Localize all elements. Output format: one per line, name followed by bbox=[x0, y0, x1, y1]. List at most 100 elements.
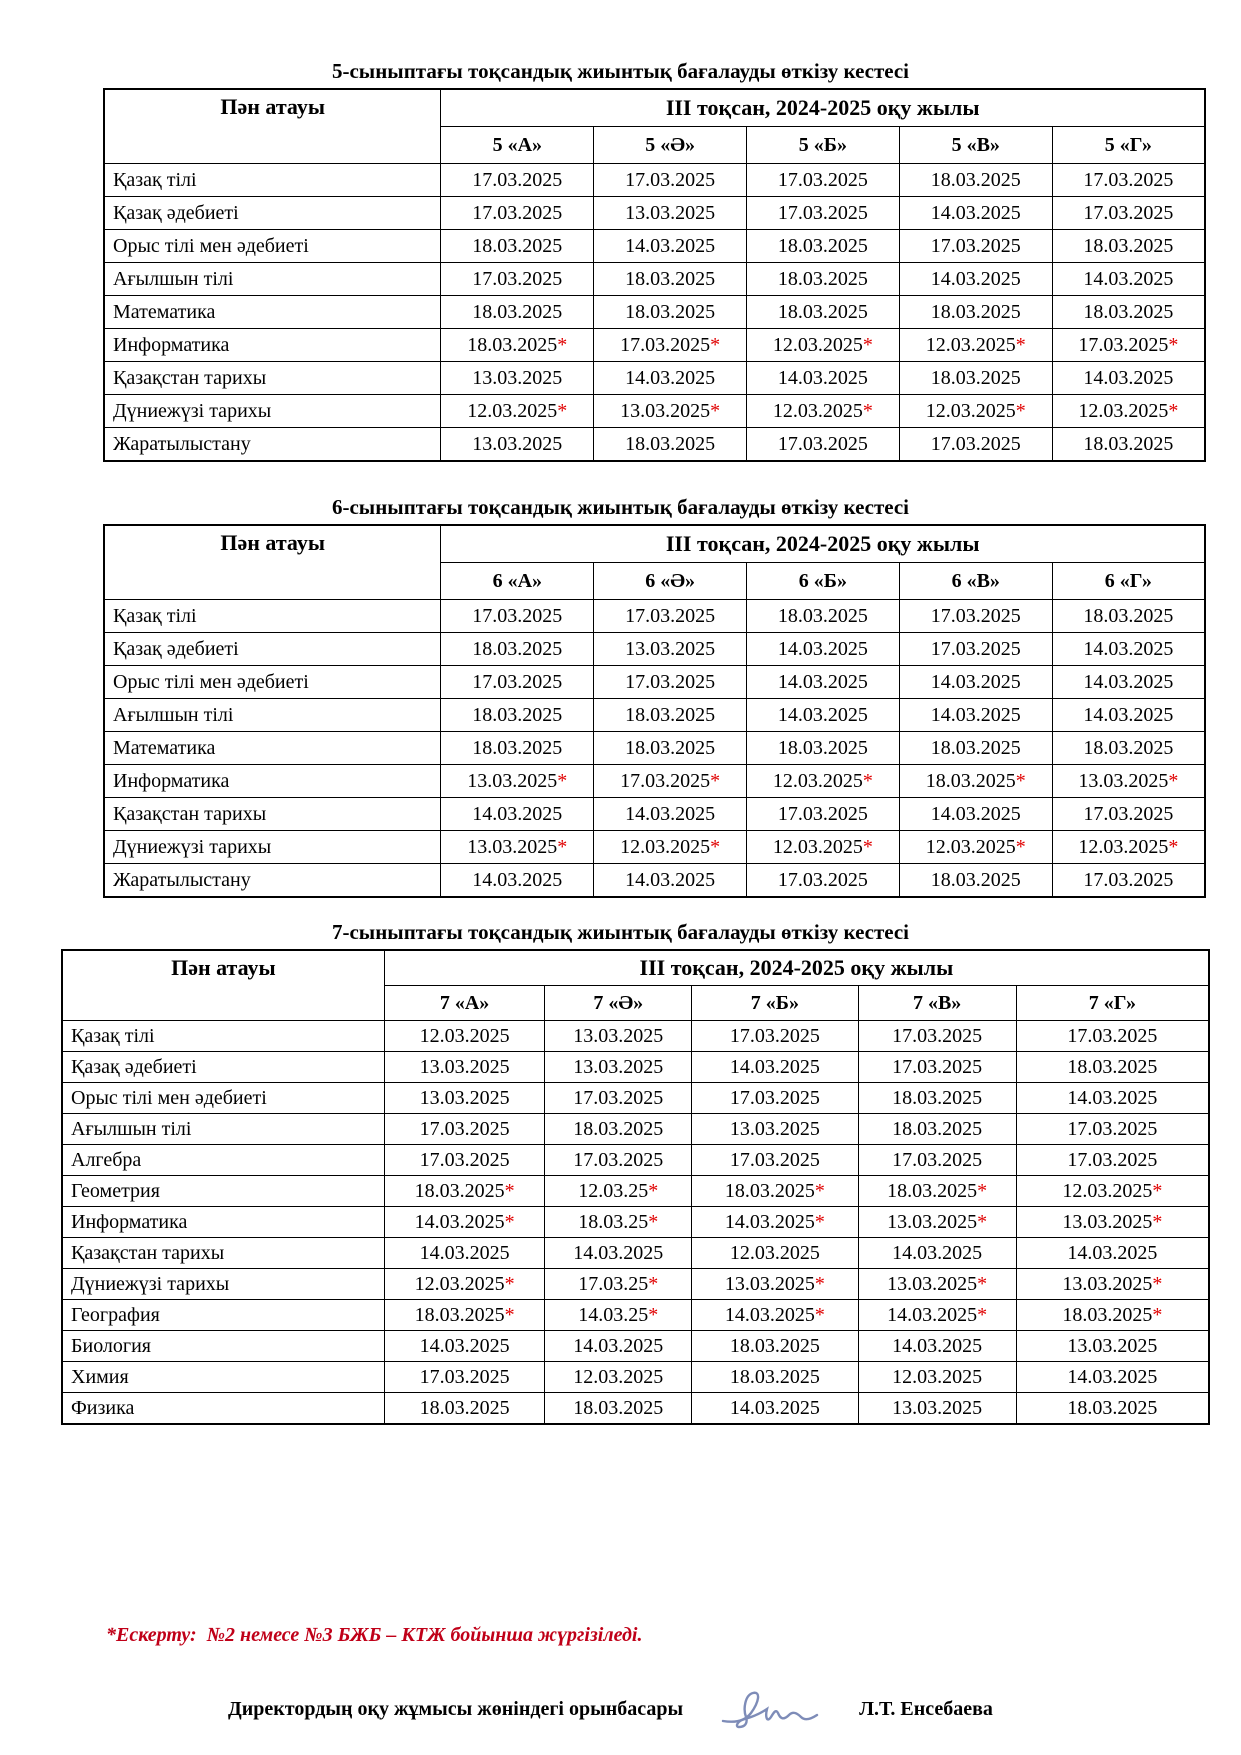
subject-cell: Жаратылыстану bbox=[103, 863, 442, 898]
date-cell: 14.03.25* bbox=[544, 1299, 693, 1331]
date-cell: 13.03.2025 bbox=[383, 1051, 546, 1083]
date-cell: 17.03.2025 bbox=[593, 665, 748, 699]
table-row: Қазақ әдебиеті 17.03.2025 13.03.2025 17.03.… bbox=[103, 196, 1206, 230]
subject-cell: Информатика bbox=[103, 764, 442, 798]
table-row: Информатика 13.03.2025* 17.03.2025* 12.03.2… bbox=[103, 764, 1206, 798]
date-cell: 17.03.2025 bbox=[544, 1144, 693, 1176]
date-cell: 18.03.2025 bbox=[898, 361, 1053, 395]
date-cell: 17.03.2025 bbox=[746, 163, 900, 197]
date-cell: 18.03.2025 bbox=[440, 229, 595, 263]
class-header: 6 «Б» bbox=[746, 562, 900, 600]
subject-cell: Дүниежүзі тарихы bbox=[103, 394, 442, 428]
subject-cell: Орыс тілі мен әдебиеті bbox=[61, 1082, 385, 1114]
date-cell: 14.03.2025 bbox=[746, 632, 900, 666]
date-cell: 14.03.2025 bbox=[544, 1330, 693, 1362]
date-cell: 13.03.2025* bbox=[440, 764, 595, 798]
date-cell: 12.03.2025 bbox=[383, 1020, 546, 1052]
date-cell: 17.03.2025 bbox=[440, 665, 595, 699]
date-cell: 14.03.2025 bbox=[544, 1237, 693, 1269]
class-header: 5 «А» bbox=[440, 126, 595, 164]
subject-cell: Математика bbox=[103, 731, 442, 765]
subject-cell: Биология bbox=[61, 1330, 385, 1362]
subject-cell: Информатика bbox=[61, 1206, 385, 1238]
subject-cell: Жаратылыстану bbox=[103, 427, 442, 462]
date-cell: 14.03.2025 bbox=[383, 1237, 546, 1269]
class-header: 7 «В» bbox=[857, 985, 1017, 1021]
date-cell: 13.03.2025* bbox=[1051, 764, 1206, 798]
date-cell: 13.03.2025* bbox=[1015, 1268, 1210, 1300]
date-cell: 14.03.2025 bbox=[898, 698, 1053, 732]
footnote-asterisk: * bbox=[648, 1303, 659, 1326]
date-cell: 12.03.2025* bbox=[746, 394, 900, 428]
class-header: 7 «А» bbox=[383, 985, 546, 1021]
date-cell: 17.03.2025* bbox=[593, 764, 748, 798]
table-row: Геометрия 18.03.2025* 12.03.25* 18.03.2025*… bbox=[61, 1175, 1210, 1207]
date-cell: 14.03.2025 bbox=[593, 229, 748, 263]
date-cell: 17.03.2025 bbox=[383, 1113, 546, 1145]
date-cell: 18.03.2025 bbox=[383, 1392, 546, 1425]
date-cell: 13.03.2025 bbox=[544, 1020, 693, 1052]
footnote-asterisk: * bbox=[1152, 1272, 1163, 1295]
date-cell: 18.03.2025 bbox=[898, 295, 1053, 329]
table-row: Қазақстан тарихы 13.03.2025 14.03.2025 14.0… bbox=[103, 361, 1206, 395]
date-cell: 18.03.2025 bbox=[440, 295, 595, 329]
date-cell: 17.03.2025 bbox=[1015, 1020, 1210, 1052]
date-cell: 13.03.2025* bbox=[691, 1268, 859, 1300]
class-header: 5 «Г» bbox=[1051, 126, 1206, 164]
date-cell: 13.03.2025 bbox=[691, 1113, 859, 1145]
date-cell: 17.03.2025 bbox=[440, 262, 595, 296]
signature-image bbox=[721, 1691, 819, 1729]
footnote-asterisk: * bbox=[1015, 769, 1026, 792]
subject-cell: Орыс тілі мен әдебиеті bbox=[103, 665, 442, 699]
footnote-asterisk: * bbox=[1168, 769, 1179, 792]
date-cell: 17.03.2025 bbox=[746, 863, 900, 898]
date-cell: 17.03.2025 bbox=[440, 599, 595, 633]
date-cell: 18.03.2025 bbox=[1051, 229, 1206, 263]
date-cell: 17.03.2025 bbox=[691, 1020, 859, 1052]
table-title-grade-7: 7-сыныптағы тоқсандық жиынтық бағалауды … bbox=[331, 920, 910, 944]
date-cell: 14.03.2025* bbox=[383, 1206, 546, 1238]
date-cell: 18.03.2025 bbox=[440, 698, 595, 732]
footnote-asterisk: * bbox=[504, 1303, 515, 1326]
date-cell: 18.03.2025 bbox=[898, 731, 1053, 765]
date-cell: 18.03.2025 bbox=[746, 295, 900, 329]
date-cell: 18.03.2025* bbox=[440, 328, 595, 362]
date-cell: 13.03.2025* bbox=[440, 830, 595, 864]
date-cell: 17.03.2025 bbox=[1015, 1144, 1210, 1176]
date-cell: 13.03.2025 bbox=[593, 632, 748, 666]
date-cell: 18.03.2025* bbox=[383, 1299, 546, 1331]
footnote-asterisk: * bbox=[977, 1210, 988, 1233]
table-row: География 18.03.2025* 14.03.25* 14.03.2025*… bbox=[61, 1299, 1210, 1331]
date-cell: 18.03.2025* bbox=[691, 1175, 859, 1207]
subject-cell: Дүниежүзі тарихы bbox=[61, 1268, 385, 1300]
subject-cell: Дүниежүзі тарихы bbox=[103, 830, 442, 864]
grade-5-schedule-block: 5-сыныптағы тоқсандық жиынтық бағалауды … bbox=[0, 58, 1241, 462]
footnote: *Ескерту: №2 немесе №3 БЖБ – КТЖ бойынша… bbox=[106, 1624, 643, 1646]
table-row: Дүниежүзі тарихы 12.03.2025* 13.03.2025* 12… bbox=[103, 394, 1206, 428]
date-cell: 17.03.2025 bbox=[898, 632, 1053, 666]
date-cell: 12.03.2025* bbox=[898, 830, 1053, 864]
subject-cell: Қазақстан тарихы bbox=[61, 1237, 385, 1269]
footnote-asterisk: * bbox=[862, 769, 873, 792]
footnote-asterisk: * bbox=[1168, 333, 1179, 356]
date-cell: 12.03.2025* bbox=[383, 1268, 546, 1300]
date-cell: 17.03.25* bbox=[544, 1268, 693, 1300]
date-cell: 18.03.2025 bbox=[544, 1113, 693, 1145]
date-cell: 18.03.2025 bbox=[857, 1082, 1017, 1114]
date-cell: 14.03.2025 bbox=[593, 797, 748, 831]
date-cell: 17.03.2025 bbox=[857, 1051, 1017, 1083]
date-cell: 14.03.2025 bbox=[1015, 1361, 1210, 1393]
date-cell: 17.03.2025 bbox=[1051, 196, 1206, 230]
date-cell: 14.03.2025 bbox=[1051, 361, 1206, 395]
table-row: Қазақстан тарихы 14.03.2025 14.03.2025 17.0… bbox=[103, 797, 1206, 831]
date-cell: 14.03.2025 bbox=[691, 1392, 859, 1425]
subject-cell: Қазақстан тарихы bbox=[103, 361, 442, 395]
date-cell: 17.03.2025 bbox=[746, 797, 900, 831]
date-cell: 13.03.2025* bbox=[857, 1206, 1017, 1238]
date-cell: 13.03.2025 bbox=[1015, 1330, 1210, 1362]
date-cell: 17.03.2025 bbox=[898, 229, 1053, 263]
date-cell: 14.03.2025 bbox=[898, 665, 1053, 699]
table-row: Қазақ әдебиеті 13.03.2025 13.03.2025 14.03.… bbox=[61, 1051, 1210, 1083]
footnote-asterisk: * bbox=[977, 1272, 988, 1295]
tables-container: 5-сыныптағы тоқсандық жиынтық бағалауды … bbox=[0, 58, 1241, 1425]
